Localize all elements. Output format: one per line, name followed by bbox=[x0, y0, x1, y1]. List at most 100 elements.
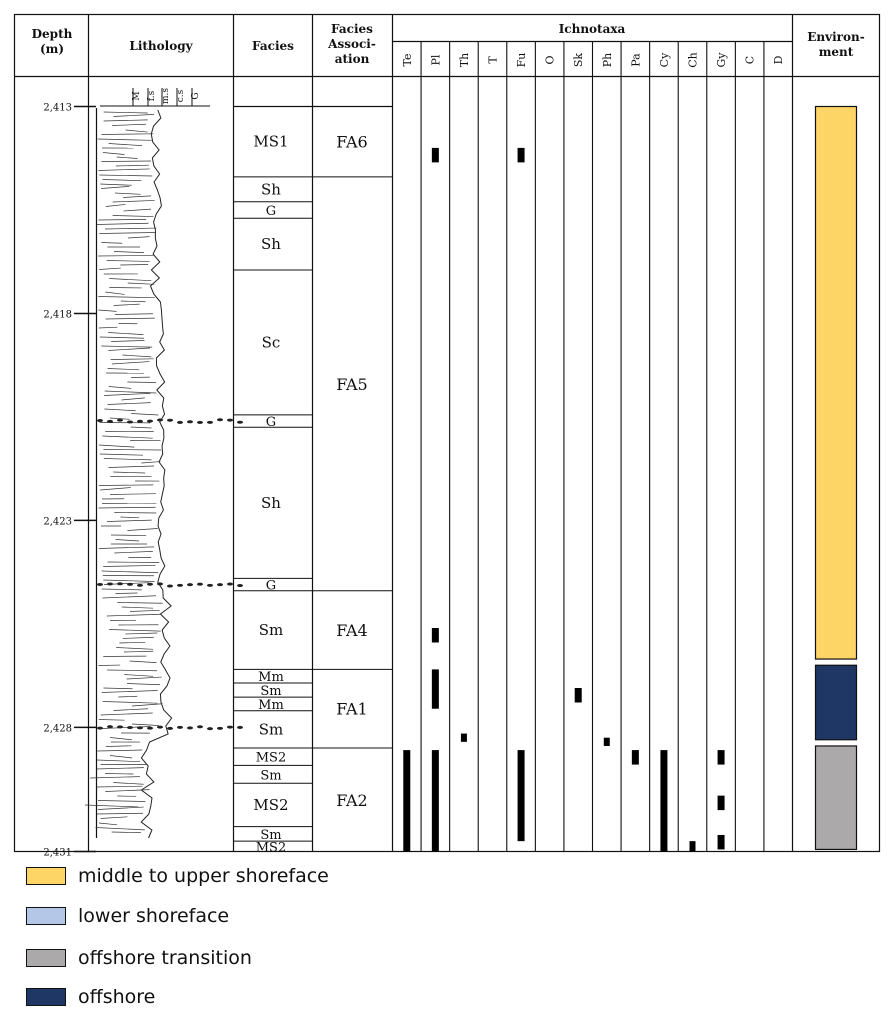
trace-bar-pl bbox=[431, 147, 439, 163]
lithology-lamina bbox=[98, 219, 147, 221]
gravel-clast bbox=[227, 418, 233, 422]
lithology-lamina bbox=[103, 565, 156, 567]
legend-label-offshore-transition: offshore transition bbox=[78, 947, 252, 969]
lithology-lamina bbox=[132, 723, 159, 726]
gravel-clast bbox=[187, 726, 193, 730]
gravel-clast bbox=[127, 582, 133, 586]
lithology-lamina bbox=[105, 204, 126, 207]
environment-bar-offshore bbox=[814, 664, 858, 741]
gravel-clast bbox=[127, 726, 133, 730]
lithology-lamina bbox=[100, 487, 131, 491]
lithology-lamina bbox=[123, 208, 152, 212]
lithology-lamina bbox=[101, 570, 159, 574]
trace-bar-fu bbox=[517, 750, 525, 842]
gravel-clast bbox=[137, 726, 143, 730]
depth-axis: 2,413 2,418 2,423 2,428 2,431 bbox=[43, 103, 96, 859]
facies-label-ms1: MS1 bbox=[253, 133, 288, 151]
lithology-lamina bbox=[106, 260, 150, 262]
legend-item-lower-shoreface: lower shoreface bbox=[26, 904, 229, 928]
lithology-lamina bbox=[103, 458, 152, 461]
ichnotaxa-header-te: Te bbox=[401, 54, 414, 67]
lithology-lamina bbox=[98, 255, 154, 257]
gravel-clast bbox=[117, 725, 123, 729]
legend-swatch-offshore bbox=[26, 988, 66, 1006]
gravel-clast bbox=[227, 582, 233, 586]
lithology-lamina bbox=[97, 749, 143, 752]
lithology-lamina bbox=[105, 789, 150, 792]
lithology-lamina bbox=[90, 776, 140, 779]
lithology-lamina bbox=[130, 426, 152, 429]
lithology-lamina bbox=[109, 278, 152, 282]
gravel-clast bbox=[207, 420, 213, 424]
legend-item-offshore: offshore bbox=[26, 985, 155, 1009]
trace-bar-cy bbox=[660, 750, 668, 852]
lithology-lamina bbox=[112, 200, 155, 203]
lithology-lamina bbox=[127, 528, 158, 531]
lithology-lamina bbox=[98, 444, 135, 448]
ichnotaxa-header-pl: Pl bbox=[429, 54, 442, 65]
legend-swatch-middle-upper-shoreface bbox=[26, 867, 66, 885]
lithology-lamina bbox=[125, 129, 148, 133]
lithology-lamina bbox=[98, 506, 156, 509]
lithology-lamina bbox=[101, 588, 142, 591]
trace-bar-pl bbox=[431, 628, 439, 643]
trace-bar-pa bbox=[631, 750, 639, 765]
lithology-lamina bbox=[122, 354, 152, 358]
lithology-lamina bbox=[97, 138, 152, 141]
lithology-lamina bbox=[113, 114, 154, 117]
lithology-lamina bbox=[108, 465, 155, 468]
lithology-lamina bbox=[98, 168, 150, 171]
legend-item-offshore-transition: offshore transition bbox=[26, 946, 252, 970]
lithology-lamina bbox=[121, 606, 154, 609]
lithology-lamina bbox=[105, 745, 132, 747]
lithology-lamina bbox=[111, 534, 147, 536]
lithology-lamina bbox=[123, 195, 152, 198]
facies-label-g: G bbox=[266, 579, 276, 594]
lithology-lamina bbox=[109, 755, 133, 759]
legend-label-lower-shoreface: lower shoreface bbox=[78, 905, 230, 927]
lithology-lamina bbox=[115, 539, 140, 542]
ichnotaxa-header-d: D bbox=[772, 55, 785, 64]
facies-association-label-fa2: FA2 bbox=[336, 791, 367, 810]
lithology-lamina bbox=[114, 251, 145, 253]
legend-label-offshore: offshore bbox=[78, 986, 156, 1008]
gravel-clast bbox=[137, 419, 143, 423]
lithology-lamina bbox=[112, 215, 154, 217]
lithology-lamina bbox=[96, 785, 143, 788]
gravel-clast bbox=[207, 583, 213, 587]
gravel-clast bbox=[197, 725, 203, 729]
environment-bar-offshore-transition bbox=[814, 745, 858, 851]
lithology-lamina bbox=[121, 397, 145, 401]
facies-label-ms2: MS2 bbox=[256, 840, 287, 855]
gravel-clast bbox=[177, 725, 183, 729]
lithology-lamina bbox=[101, 345, 153, 348]
lithology-lamina bbox=[120, 516, 140, 519]
lithology-lamina bbox=[102, 152, 125, 155]
lithology-column bbox=[85, 108, 243, 839]
lithology-lamina bbox=[113, 708, 149, 711]
lithology-lamina bbox=[99, 232, 156, 234]
facies-label-sm: Sm bbox=[260, 684, 281, 699]
lithology-lamina bbox=[105, 291, 125, 295]
lithology-lamina bbox=[98, 484, 154, 486]
header-environment-2: ment bbox=[819, 45, 854, 59]
facies-label-mm: Mm bbox=[258, 698, 284, 713]
gravel-clast bbox=[177, 583, 183, 587]
depth-label-2-413: 2,413 bbox=[43, 103, 72, 114]
depth-label-2-423: 2,423 bbox=[43, 516, 72, 527]
lithology-lamina bbox=[99, 453, 143, 456]
gravel-clast bbox=[187, 583, 193, 587]
lithology-lamina bbox=[110, 493, 156, 495]
environment-column bbox=[814, 105, 858, 851]
lithology-lamina bbox=[129, 660, 157, 663]
grain-scale-label-g: G bbox=[191, 92, 201, 99]
trace-fossil-occurrences bbox=[403, 147, 725, 852]
gravel-clast bbox=[157, 418, 163, 422]
lithology-lamina bbox=[113, 303, 140, 306]
lithology-lamina bbox=[99, 336, 145, 339]
ichnotaxa-header-t: T bbox=[487, 56, 500, 64]
lithology-lamina bbox=[98, 296, 155, 299]
grain-scale-label-m: M bbox=[132, 91, 142, 100]
gravel-clast bbox=[107, 419, 113, 423]
trace-bar-ph bbox=[603, 737, 610, 746]
